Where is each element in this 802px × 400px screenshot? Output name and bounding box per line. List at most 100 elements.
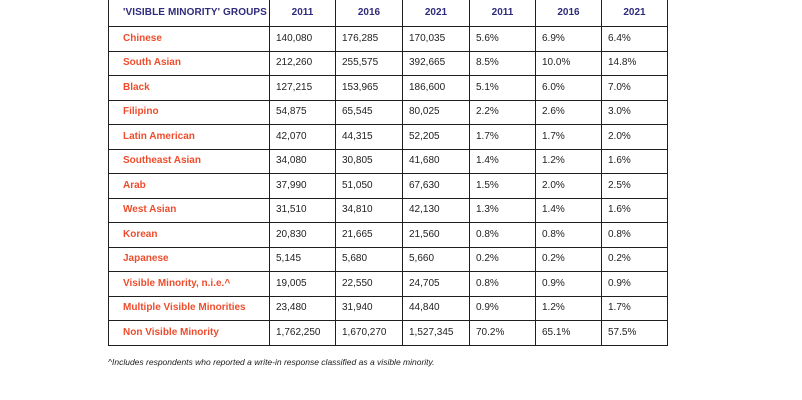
percent-cell: 0.8% [535,222,602,248]
percent-cell: 5.1% [469,75,536,101]
table-row: Filipino 54,875 65,545 80,025 2.2% 2.6% 3.0% [108,99,668,125]
percent-cell: 70.2% [469,320,536,346]
table-row: Non Visible Minority 1,762,250 1,670,270 1,… [108,320,668,346]
count-cell: 22,550 [335,271,403,297]
percent-cell: 0.2% [469,246,536,272]
count-cell: 23,480 [269,295,336,321]
column-header-groups: 'VISIBLE MINORITY' GROUPS [108,0,270,27]
count-cell: 24,705 [402,271,470,297]
table-row: Multiple Visible Minorities 23,480 31,940 4… [108,295,668,321]
percent-cell: 5.6% [469,26,536,52]
count-cell: 127,215 [269,75,336,101]
percent-cell: 1.6% [601,197,668,223]
group-name-cell: Korean [108,222,270,248]
percent-cell: 2.0% [601,124,668,150]
count-cell: 37,990 [269,173,336,199]
percent-cell: 65.1% [535,320,602,346]
percent-cell: 0.9% [601,271,668,297]
group-name-cell: Southeast Asian [108,148,270,174]
group-name-cell: Arab [108,173,270,199]
column-header-percent-2011: 2011 [469,0,536,27]
percent-cell: 2.2% [469,99,536,125]
group-name-cell: Black [108,75,270,101]
count-cell: 34,080 [269,148,336,174]
count-cell: 392,665 [402,50,470,76]
percent-cell: 7.0% [601,75,668,101]
group-name-cell: West Asian [108,197,270,223]
column-header-count-2011: 2011 [269,0,336,27]
group-name-cell: Japanese [108,246,270,272]
percent-cell: 3.0% [601,99,668,125]
count-cell: 19,005 [269,271,336,297]
percent-cell: 6.9% [535,26,602,52]
percent-cell: 57.5% [601,320,668,346]
count-cell: 54,875 [269,99,336,125]
count-cell: 80,025 [402,99,470,125]
percent-cell: 2.5% [601,173,668,199]
count-cell: 44,315 [335,124,403,150]
count-cell: 140,080 [269,26,336,52]
table-row: Latin American 42,070 44,315 52,205 1.7% 1.7%… [108,124,668,150]
table-row: Black 127,215 153,965 186,600 5.1% 6.0% 7.0% [108,75,668,101]
percent-cell: 6.0% [535,75,602,101]
percent-cell: 1.7% [469,124,536,150]
percent-cell: 1.7% [601,295,668,321]
table-row: Southeast Asian 34,080 30,805 41,680 1.4% 1.2… [108,148,668,174]
count-cell: 42,130 [402,197,470,223]
group-name-cell: Latin American [108,124,270,150]
count-cell: 41,680 [402,148,470,174]
table-header-row: 'VISIBLE MINORITY' GROUPS 2011 2016 2021… [108,0,668,27]
table-row: West Asian 31,510 34,810 42,130 1.3% 1.4% 1.6% [108,197,668,223]
count-cell: 51,050 [335,173,403,199]
group-name-cell: South Asian [108,50,270,76]
percent-cell: 1.2% [535,148,602,174]
count-cell: 255,575 [335,50,403,76]
visible-minority-table: 'VISIBLE MINORITY' GROUPS 2011 2016 2021… [108,0,668,346]
percent-cell: 1.4% [535,197,602,223]
count-cell: 153,965 [335,75,403,101]
percent-cell: 6.4% [601,26,668,52]
group-name-cell: Multiple Visible Minorities [108,295,270,321]
percent-cell: 1.5% [469,173,536,199]
count-cell: 31,940 [335,295,403,321]
percent-cell: 0.8% [469,271,536,297]
count-cell: 30,805 [335,148,403,174]
count-cell: 1,670,270 [335,320,403,346]
group-name-cell: Visible Minority, n.i.e.^ [108,271,270,297]
count-cell: 1,527,345 [402,320,470,346]
count-cell: 170,035 [402,26,470,52]
count-cell: 5,660 [402,246,470,272]
table-row: Korean 20,830 21,665 21,560 0.8% 0.8% 0.8% [108,222,668,248]
table-row: Arab 37,990 51,050 67,630 1.5% 2.0% 2.5% [108,173,668,199]
count-cell: 52,205 [402,124,470,150]
percent-cell: 0.8% [601,222,668,248]
group-name-cell: Filipino [108,99,270,125]
count-cell: 67,630 [402,173,470,199]
count-cell: 21,560 [402,222,470,248]
count-cell: 21,665 [335,222,403,248]
percent-cell: 1.3% [469,197,536,223]
percent-cell: 0.8% [469,222,536,248]
group-name-cell: Non Visible Minority [108,320,270,346]
percent-cell: 10.0% [535,50,602,76]
percent-cell: 0.2% [601,246,668,272]
count-cell: 5,145 [269,246,336,272]
percent-cell: 0.2% [535,246,602,272]
percent-cell: 0.9% [469,295,536,321]
count-cell: 5,680 [335,246,403,272]
column-header-count-2016: 2016 [335,0,403,27]
table-row: South Asian 212,260 255,575 392,665 8.5% 10.0… [108,50,668,76]
count-cell: 1,762,250 [269,320,336,346]
percent-cell: 0.9% [535,271,602,297]
column-header-count-2021: 2021 [402,0,470,27]
column-header-percent-2016: 2016 [535,0,602,27]
count-cell: 34,810 [335,197,403,223]
percent-cell: 1.7% [535,124,602,150]
table-row: Japanese 5,145 5,680 5,660 0.2% 0.2% 0.2% [108,246,668,272]
group-name-cell: Chinese [108,26,270,52]
count-cell: 176,285 [335,26,403,52]
percent-cell: 8.5% [469,50,536,76]
count-cell: 42,070 [269,124,336,150]
percent-cell: 14.8% [601,50,668,76]
count-cell: 65,545 [335,99,403,125]
